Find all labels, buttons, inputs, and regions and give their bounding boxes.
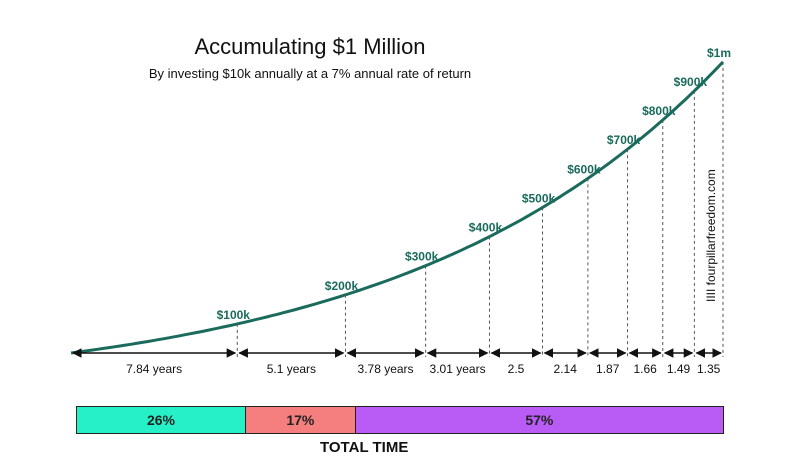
- milestone-label: $600k: [567, 162, 601, 176]
- milestone-label: $500k: [522, 192, 556, 206]
- interval-label: 1.87: [596, 362, 620, 376]
- interval-label: 5.1 years: [267, 362, 316, 376]
- interval-label: 7.84 years: [126, 362, 182, 376]
- milestone-label: $800k: [642, 104, 676, 118]
- time-split-bar: 26% 17% 57%: [76, 406, 724, 434]
- interval-label: 3.78 years: [358, 362, 414, 376]
- interval-label: 1.66: [633, 362, 657, 376]
- time-split-caption-text: TOTAL TIME: [320, 439, 409, 456]
- interval-label: 2.5: [508, 362, 525, 376]
- milestone-label: $200k: [325, 279, 359, 293]
- watermark-text: IIII fourpillarfreedom.com: [704, 169, 718, 302]
- milestone-label: $300k: [405, 250, 439, 264]
- chart-title: Accumulating $1 Million: [194, 34, 426, 59]
- interval-label: 2.14: [554, 362, 578, 376]
- segment-third: 57%: [354, 407, 723, 433]
- interval-label: 1.35: [697, 362, 721, 376]
- milestone-label: $900k: [674, 75, 708, 89]
- interval-label: 3.01 years: [430, 362, 486, 376]
- milestone-label: $1m: [707, 46, 731, 60]
- interval-label: 1.49: [667, 362, 691, 376]
- segment-first: 26%: [77, 407, 245, 433]
- milestone-label: $700k: [607, 133, 641, 147]
- segment-second: 17%: [244, 407, 355, 433]
- growth-curve: [70, 60, 725, 355]
- milestone-label: $100k: [217, 308, 251, 322]
- milestone-label: $400k: [469, 221, 503, 235]
- chart-subtitle: By investing $10k annually at a 7% annua…: [148, 66, 472, 81]
